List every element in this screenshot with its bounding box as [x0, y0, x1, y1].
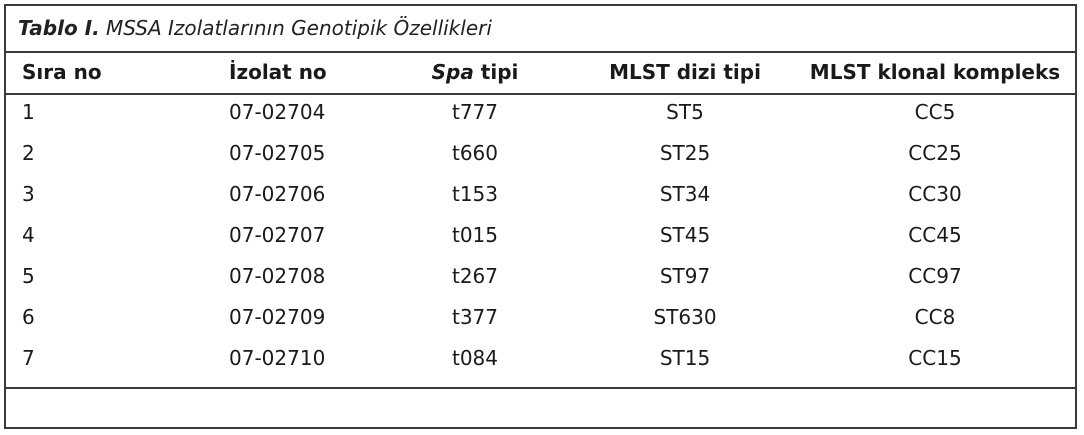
header-izolat-no: İzolat no [229, 60, 327, 84]
cell-izolat: 07-02706 [229, 182, 326, 206]
cell-cc: CC30 [908, 182, 962, 206]
cell-spa: t660 [451, 141, 498, 165]
cell-izolat: 07-02704 [229, 100, 326, 124]
cell-izolat: 07-02707 [229, 223, 326, 247]
cell-spa: t267 [451, 264, 498, 288]
cell-cc: CC5 [914, 100, 956, 124]
bottom-rule [4, 387, 1077, 389]
cell-cc: CC97 [908, 264, 962, 288]
cell-izolat: 07-02710 [229, 346, 326, 370]
cell-sira: 4 [22, 223, 35, 247]
cell-st: ST630 [653, 305, 717, 329]
cell-sira: 6 [22, 305, 35, 329]
table-row: 7 07-02710 t084 ST15 CC15 [0, 338, 1084, 378]
cell-sira: 1 [22, 100, 35, 124]
cell-spa: t377 [451, 305, 498, 329]
cell-izolat: 07-02709 [229, 305, 326, 329]
caption-title: MSSA Izolatlarının Genotipik Özellikleri [106, 16, 492, 40]
cell-izolat: 07-02705 [229, 141, 326, 165]
cell-st: ST15 [659, 346, 711, 370]
cell-st: ST25 [659, 141, 711, 165]
cell-sira: 7 [22, 346, 35, 370]
table-row: 3 07-02706 t153 ST34 CC30 [0, 174, 1084, 214]
cell-st: ST5 [666, 100, 704, 124]
cell-sira: 3 [22, 182, 35, 206]
cell-st: ST97 [659, 264, 711, 288]
cell-sira: 5 [22, 264, 35, 288]
cell-cc: CC45 [908, 223, 962, 247]
top-rule [4, 51, 1077, 53]
table-row: 1 07-02704 t777 ST5 CC5 [0, 92, 1084, 132]
header-spa-tipi: Spa tipi [385, 52, 565, 92]
table-frame [4, 4, 1077, 429]
cell-spa: t153 [451, 182, 498, 206]
table-row: 5 07-02708 t267 ST97 CC97 [0, 256, 1084, 296]
cell-cc: CC8 [914, 305, 956, 329]
cell-izolat: 07-02708 [229, 264, 326, 288]
cell-st: ST45 [659, 223, 711, 247]
table-row: 4 07-02707 t015 ST45 CC45 [0, 215, 1084, 255]
header-mlst-klonal-kompleks: MLST klonal kompleks [809, 60, 1061, 84]
cell-spa: t777 [451, 100, 498, 124]
cell-cc: CC25 [908, 141, 962, 165]
cell-spa: t084 [451, 346, 498, 370]
cell-cc: CC15 [908, 346, 962, 370]
cell-st: ST34 [659, 182, 711, 206]
header-spa-rest: tipi [473, 60, 519, 84]
caption-label: Tablo I. [18, 16, 100, 40]
header-mlst-dizi-tipi: MLST dizi tipi [609, 60, 761, 84]
header-row: Sıra no İzolat no Spa tipi MLST dizi tip… [0, 52, 1084, 92]
header-spa-italic: Spa [431, 60, 474, 84]
cell-sira: 2 [22, 141, 35, 165]
table-row: 2 07-02705 t660 ST25 CC25 [0, 133, 1084, 173]
table-caption: Tablo I. MSSA Izolatlarının Genotipik Öz… [18, 16, 492, 40]
header-rule [4, 93, 1077, 95]
header-sira-no: Sıra no [22, 60, 102, 84]
cell-spa: t015 [451, 223, 498, 247]
table-row: 6 07-02709 t377 ST630 CC8 [0, 297, 1084, 337]
